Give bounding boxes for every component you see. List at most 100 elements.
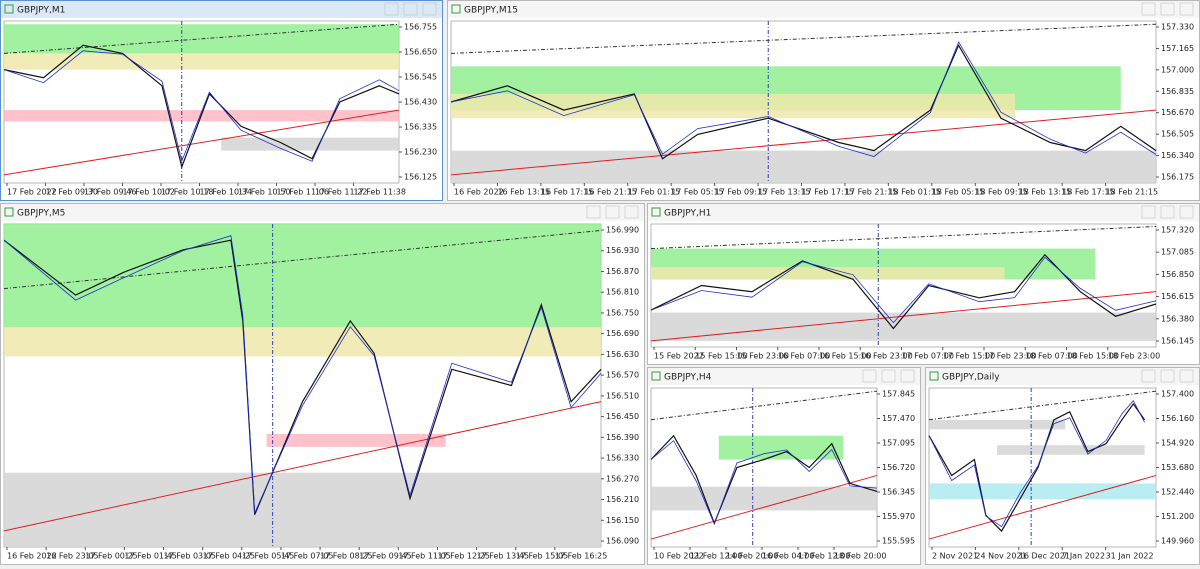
price-label: 156.160 [1161, 414, 1194, 423]
channel-line [450, 23, 1157, 54]
time-label: 17 Feb 11:22 [315, 188, 367, 197]
price-label: 156.870 [606, 267, 639, 276]
price-label: 157.000 [1161, 65, 1194, 74]
time-label: 17 Feb 09:45 [359, 552, 411, 561]
time-label: 17 Feb 09:30 [46, 188, 98, 197]
minimize-button[interactable] [862, 369, 877, 383]
time-label: 17 Feb 04:25 [203, 552, 255, 561]
close-button[interactable] [1179, 369, 1194, 383]
time-label: 17 Feb 00:25 [85, 552, 137, 561]
time-label: 17 Feb 13:45 [477, 552, 529, 561]
moving-average [650, 256, 1157, 324]
title-bar [448, 1, 1199, 18]
price-label: 156.545 [404, 73, 437, 82]
maximize-button[interactable] [1160, 205, 1175, 219]
price-label: 156.345 [882, 488, 915, 497]
time-label: 17 Feb 10:18 [161, 188, 213, 197]
zone [266, 433, 446, 447]
minimize-button[interactable] [384, 2, 399, 16]
price-label: 154.920 [1161, 439, 1194, 448]
zone [4, 53, 399, 70]
time-label: 17 Feb 15:00 [943, 352, 995, 361]
maximize-button[interactable] [881, 369, 896, 383]
time-label: 18 Feb 23:00 [1108, 352, 1160, 361]
price-label: 156.615 [1161, 292, 1194, 301]
zone [929, 419, 1066, 430]
channel-line [3, 229, 602, 290]
price-label: 156.810 [606, 288, 639, 297]
close-button[interactable] [1179, 2, 1194, 16]
time-label: 16 Feb 2022 [454, 188, 504, 197]
price-label: 157.400 [1161, 390, 1194, 399]
time-label: 17 Feb 07:05 [281, 552, 333, 561]
time-label: 15 Feb 23:00 [737, 352, 789, 361]
price-label: 156.750 [606, 308, 639, 317]
price-label: 157.320 [1161, 226, 1194, 235]
time-label: 18 Feb 20:00 [834, 552, 886, 561]
close-button[interactable] [900, 369, 915, 383]
price-label: 153.680 [1161, 463, 1194, 472]
window-title: GBPJPY,M15 [464, 6, 518, 16]
time-label: 17 Feb 11:05 [398, 552, 450, 561]
time-label: 18 Feb 17:15 [1062, 188, 1114, 197]
price-label: 156.125 [404, 173, 437, 182]
minimize-button[interactable] [586, 205, 601, 219]
price-label: 156.150 [606, 516, 639, 525]
moving-average [450, 41, 1157, 157]
time-label: 16 Dec 2021 [1019, 552, 1070, 561]
time-label: 14 Feb 20:00 [726, 552, 778, 561]
price-label: 156.670 [1161, 108, 1194, 117]
price-label: 152.440 [1161, 488, 1194, 497]
moving-average [3, 235, 602, 514]
time-label: 17 Feb 09:46 [84, 188, 136, 197]
minimize-button[interactable] [1141, 205, 1156, 219]
time-label: 16 Feb 23:05 [46, 552, 98, 561]
plot-area [3, 223, 602, 548]
window-title: GBPJPY,H1 [664, 209, 711, 219]
time-label: 18 Feb 15:00 [1067, 352, 1119, 361]
price-label: 156.340 [1161, 151, 1194, 160]
price-label: 156.210 [606, 495, 639, 504]
plot-bg [928, 387, 1157, 548]
moving-average [3, 50, 400, 163]
time-label: 17 Feb 03:05 [164, 552, 216, 561]
close-button[interactable] [624, 205, 639, 219]
time-label: 17 Feb 15:05 [516, 552, 568, 561]
chart-window: GBPJPY,M15 157.330 157.165 157.000 156.835 15… [447, 0, 1200, 201]
minimize-button[interactable] [1141, 2, 1156, 16]
chart-window: GBPJPY,M1 156.755 156.650 156.545 156.430 156… [0, 0, 443, 201]
price-label: 156.430 [404, 98, 437, 107]
price-label: 156.330 [606, 454, 639, 463]
maximize-button[interactable] [403, 2, 418, 16]
maximize-button[interactable] [1160, 2, 1175, 16]
time-label: 18 Feb 05:15 [932, 188, 984, 197]
chart-icon [651, 371, 661, 381]
time-label: 17 Feb 12:00 [798, 552, 850, 561]
close-button[interactable] [1179, 205, 1194, 219]
price-label: 149.960 [1161, 537, 1194, 546]
plot-area [450, 20, 1157, 184]
chart-window: GBPJPY,H4 157.845 157.470 157.095 156.720 156… [647, 367, 921, 565]
price-label: 156.570 [606, 371, 639, 380]
time-label: 18 Feb 13:15 [1019, 188, 1071, 197]
time-label: 16 Feb 21:15 [584, 188, 636, 197]
time-label: 17 Feb 09:15 [715, 188, 767, 197]
plot-area [3, 20, 400, 184]
time-label: 10 Feb 2022 [654, 552, 704, 561]
price-label: 156.230 [404, 148, 437, 157]
time-label: 16 Feb 15:00 [819, 352, 871, 361]
trend-line [928, 474, 1157, 540]
plot-area [650, 223, 1157, 348]
minimize-button[interactable] [1141, 369, 1156, 383]
maximize-button[interactable] [1160, 369, 1175, 383]
time-label: 24 Nov 2021 [975, 552, 1026, 561]
title-bar [1, 1, 442, 18]
time-label: 17 Feb 08:25 [320, 552, 372, 561]
close-button[interactable] [422, 2, 437, 16]
price-label: 156.930 [606, 246, 639, 255]
zone [221, 137, 399, 151]
title-bar [1, 204, 644, 221]
trend-line [450, 109, 1157, 176]
time-label: 17 Feb 05:45 [242, 552, 294, 561]
maximize-button[interactable] [605, 205, 620, 219]
